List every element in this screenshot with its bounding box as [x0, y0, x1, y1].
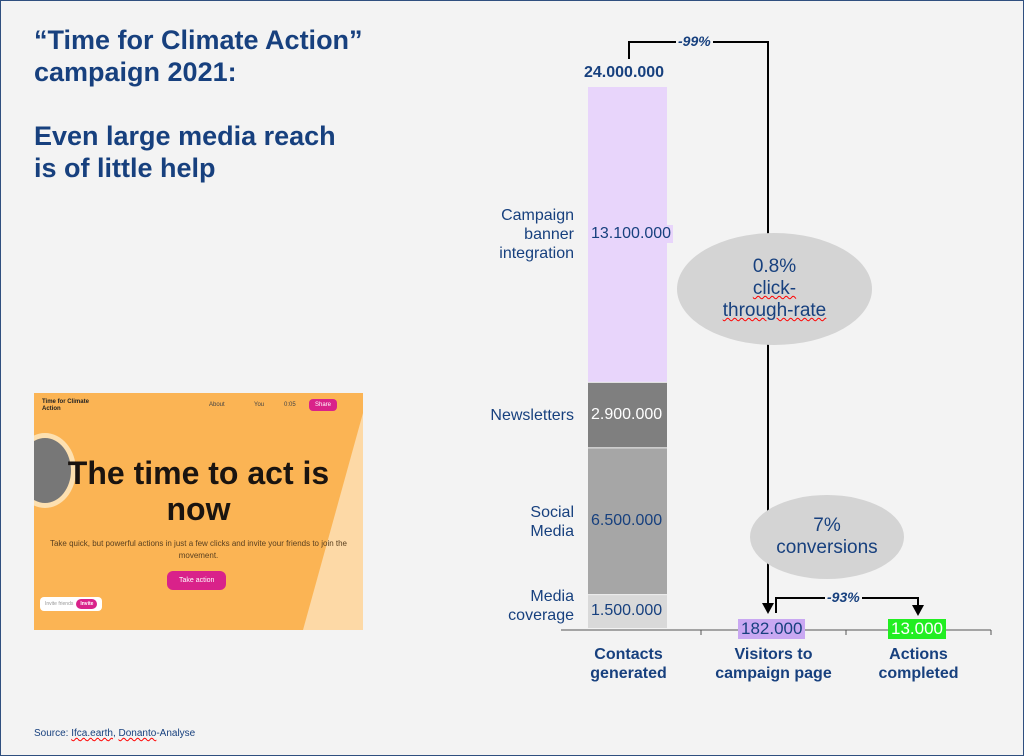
share-button: Share — [309, 399, 338, 411]
ctr-text: through-rate — [722, 300, 827, 321]
timer: 0:05 — [284, 402, 296, 408]
hero-subtitle: Take quick, but powerful actions in just… — [49, 539, 348, 560]
segment-value: 13.100.000 — [589, 224, 674, 243]
total-label: 24.000.000 — [584, 64, 665, 81]
subtitle-line: Even large media reach — [34, 121, 336, 151]
actions-value: 13.000 — [888, 619, 946, 639]
segment-label: Newsletters — [490, 407, 574, 425]
ctr-value: 0.8% — [752, 256, 797, 277]
title-line: campaign 2021: — [34, 57, 237, 87]
arrow-head — [762, 603, 774, 614]
segment-value: 6.500.000 — [589, 511, 665, 530]
take-action-button: Take action — [167, 571, 227, 590]
category-label: Contacts generated — [590, 646, 667, 682]
axis-ticks — [700, 630, 992, 635]
segment-value: 2.900.000 — [589, 405, 665, 424]
website-screenshot: Time for Climate Action About You 0:05 S… — [34, 393, 363, 630]
segment-label: Social Media — [530, 503, 574, 540]
segment-value: 1.500.000 — [589, 602, 665, 621]
conversion-callout: 7% conversions — [750, 495, 904, 579]
arrow-head — [912, 605, 924, 616]
category-label: Visitors to campaign page — [715, 646, 832, 682]
source-note: Source: Ifca.earth, Donanto-Analyse — [34, 728, 196, 739]
ctr-callout: 0.8% click-through-rate — [677, 233, 872, 345]
ctr-text: click- — [752, 278, 797, 299]
decor-shape — [303, 413, 363, 630]
category-label: Actions completed — [878, 646, 959, 682]
conversion-value: 7% — [813, 515, 841, 536]
segment-label: Campaign banner integration — [499, 207, 574, 263]
nav-about: About — [209, 402, 225, 408]
drop-label-1: -99% — [676, 33, 713, 49]
title-line: “Time for Climate Action” — [34, 25, 363, 55]
invite-button: Invite — [76, 599, 98, 609]
conversion-text: conversions — [776, 537, 878, 558]
invite-text: Invite friends — [45, 601, 74, 607]
visitors-value: 182.000 — [738, 619, 806, 639]
nav-you: You — [254, 402, 265, 408]
subtitle-line: is of little help — [34, 153, 216, 183]
segment-label: Media coverage — [508, 588, 574, 625]
hero-heading: The time to act is now — [67, 455, 330, 527]
brand: Time for Climate Action — [42, 399, 89, 412]
drop-label-2: -93% — [825, 589, 862, 605]
invite-box: Invite friends Invite — [40, 597, 103, 611]
